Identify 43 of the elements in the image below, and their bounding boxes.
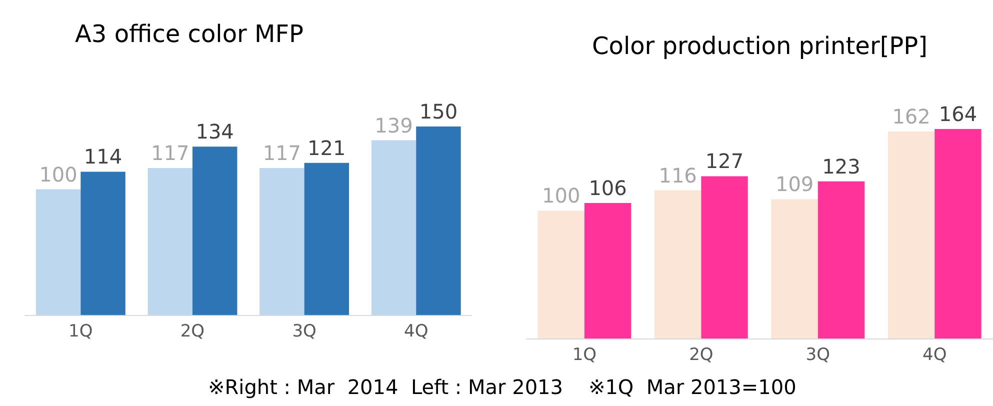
data-label: 116 [658,163,697,188]
bar [148,168,192,315]
data-label: 109 [775,172,814,196]
bar [771,199,818,338]
bar [80,172,126,315]
data-label: 100 [542,184,580,208]
data-label: 100 [39,162,78,186]
x-tick-label: 2Q [180,321,205,342]
chart-title: A3 office color MFP [75,20,304,48]
x-tick-label: 4Q [922,344,947,365]
bar [818,181,865,338]
bar [934,128,982,338]
bar [260,168,304,315]
chart-title: Color production printer[PP] [592,32,928,60]
bar [304,162,350,315]
data-label: 106 [588,176,627,200]
data-label: 134 [196,120,234,144]
data-label: 114 [84,144,122,169]
text: ※Right : Mar 2014 Left : Mar 2013 ※1Q Mar 2013=100 [208,375,796,399]
data-label: 117 [262,140,302,165]
bar [371,140,416,315]
bar [654,190,702,338]
bar [36,189,81,315]
bar [538,210,584,338]
data-label: 117 [151,140,190,165]
data-label: 150 [419,99,458,124]
bar [416,126,461,315]
x-tick-label: 3Q [806,344,830,365]
bar [192,146,238,315]
data-label: 139 [374,113,413,138]
data-label: 127 [705,149,744,174]
bar [584,203,632,338]
x-tick-label: 3Q [292,321,316,342]
data-label: 162 [892,104,930,129]
bar [701,176,748,338]
x-tick-label: 4Q [404,321,428,342]
x-tick-label: 1Q [572,344,597,365]
x-tick-label: 1Q [68,321,93,342]
data-label: 121 [308,136,346,160]
x-tick-label: 2Q [689,344,714,365]
data-label: 164 [938,102,978,126]
data-label: 123 [822,154,860,178]
bar [888,132,935,338]
